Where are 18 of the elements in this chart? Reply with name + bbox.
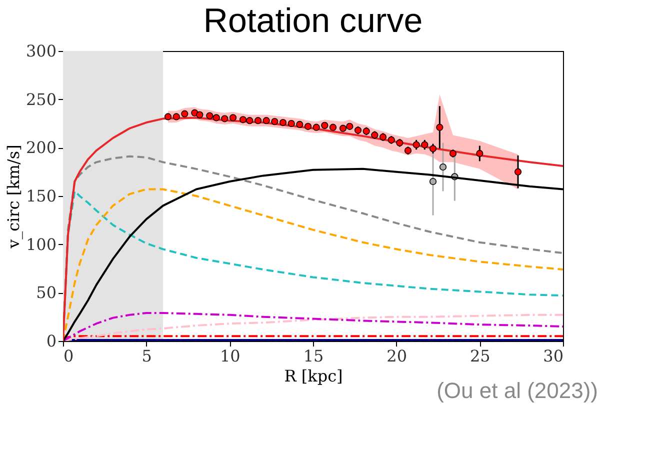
y-tick-label: 300 bbox=[26, 42, 56, 60]
x-tick-label: 0 bbox=[64, 346, 74, 366]
y-tick-label: 150 bbox=[26, 186, 56, 206]
y-axis-title: v_circ [km/s] bbox=[4, 144, 23, 250]
y-tick-label: 100 bbox=[26, 234, 56, 254]
x-tick-label: 10 bbox=[220, 346, 240, 366]
x-tick-label: 25 bbox=[470, 346, 490, 366]
y-tick-label: 250 bbox=[26, 90, 56, 109]
x-tick-label: 30 bbox=[543, 346, 564, 366]
x-tick-label: 15 bbox=[303, 346, 324, 366]
x-tick-label: 5 bbox=[142, 346, 152, 366]
y-tick-label: 50 bbox=[36, 283, 56, 302]
x-axis-title: R [kpc] bbox=[284, 366, 343, 386]
x-tick-label: 20 bbox=[386, 346, 408, 366]
chart-title: Rotation curve bbox=[203, 2, 423, 40]
y-tick-label: 200 bbox=[26, 138, 56, 158]
y-tick-label: 0 bbox=[46, 332, 56, 350]
text: (Ou et al (2023)) bbox=[436, 378, 598, 403]
